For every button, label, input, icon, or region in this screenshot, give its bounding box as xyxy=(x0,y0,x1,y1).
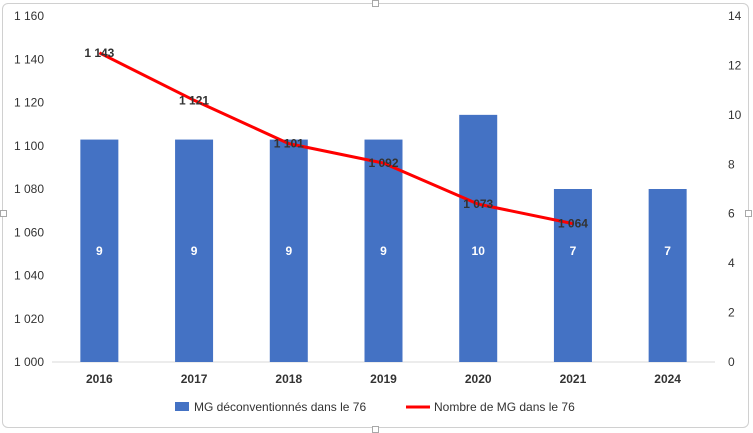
line-path xyxy=(98,51,574,226)
line-data-label: 1 121 xyxy=(179,93,209,107)
y-left-tick-label: 1 120 xyxy=(14,96,44,110)
line-data-label: 1 143 xyxy=(84,46,114,60)
y-right-tick-label: 4 xyxy=(728,256,735,270)
bar xyxy=(269,139,308,362)
resize-handle-right[interactable] xyxy=(745,210,752,217)
x-axis-ticks: 2016 2017 2018 2019 2020 2021 2024 xyxy=(86,372,681,386)
y-left-tick-label: 1 160 xyxy=(14,9,44,23)
x-tick-label: 2020 xyxy=(465,372,492,386)
bar-series xyxy=(80,114,687,362)
bar-data-label: 7 xyxy=(664,244,671,258)
secondary-y-axis: 0 2 4 6 8 10 12 14 xyxy=(728,9,742,369)
y-right-tick-label: 10 xyxy=(728,108,742,122)
bar xyxy=(175,139,214,362)
y-left-tick-label: 1 100 xyxy=(14,139,44,153)
y-left-tick-label: 1 060 xyxy=(14,225,44,239)
y-right-tick-label: 6 xyxy=(728,207,735,221)
resize-handle-left[interactable] xyxy=(0,210,7,217)
legend-line-label: Nombre de MG dans le 76 xyxy=(434,400,575,414)
y-right-tick-label: 14 xyxy=(728,9,742,23)
x-tick-label: 2018 xyxy=(275,372,302,386)
bar xyxy=(648,189,687,362)
y-right-tick-label: 0 xyxy=(728,355,735,369)
x-tick-label: 2024 xyxy=(654,372,681,386)
y-right-tick-label: 8 xyxy=(728,157,735,171)
y-left-tick-label: 1 140 xyxy=(14,52,44,66)
bar xyxy=(364,139,403,362)
bar-data-label: 9 xyxy=(380,244,387,258)
bar-data-label: 10 xyxy=(472,244,486,258)
primary-y-axis: 1 000 1 020 1 040 1 060 1 080 1 100 1 120 1 140… xyxy=(14,9,44,369)
line-data-label: 1 092 xyxy=(368,156,398,170)
legend-bar-swatch xyxy=(175,402,189,411)
y-left-tick-label: 1 040 xyxy=(14,269,44,283)
bar-data-label: 9 xyxy=(191,244,198,258)
y-left-tick-label: 1 080 xyxy=(14,182,44,196)
y-right-tick-label: 12 xyxy=(728,58,742,72)
resize-handle-top[interactable] xyxy=(372,0,379,7)
y-left-tick-label: 1 000 xyxy=(14,355,44,369)
bar xyxy=(553,189,592,362)
legend-bar-label: MG déconventionnés dans le 76 xyxy=(194,400,366,414)
y-right-tick-label: 2 xyxy=(728,306,735,320)
line-data-labels: 1 143 1 121 1 101 1 092 1 073 1 064 xyxy=(84,46,588,231)
line-data-label: 1 073 xyxy=(463,197,493,211)
bar-data-labels: 9 9 9 9 10 7 7 xyxy=(96,244,671,258)
bar-data-label: 7 xyxy=(570,244,577,258)
bar-data-label: 9 xyxy=(285,244,292,258)
x-tick-label: 2019 xyxy=(370,372,397,386)
x-tick-label: 2021 xyxy=(560,372,587,386)
bar xyxy=(459,114,498,362)
bar xyxy=(80,139,119,362)
bar-data-label: 9 xyxy=(96,244,103,258)
line-series xyxy=(98,51,574,226)
line-data-label: 1 101 xyxy=(274,137,304,151)
x-tick-label: 2017 xyxy=(181,372,208,386)
x-tick-label: 2016 xyxy=(86,372,113,386)
y-left-tick-label: 1 020 xyxy=(14,312,44,326)
legend: MG déconventionnés dans le 76 Nombre de … xyxy=(175,400,575,414)
line-data-label: 1 064 xyxy=(558,217,588,231)
